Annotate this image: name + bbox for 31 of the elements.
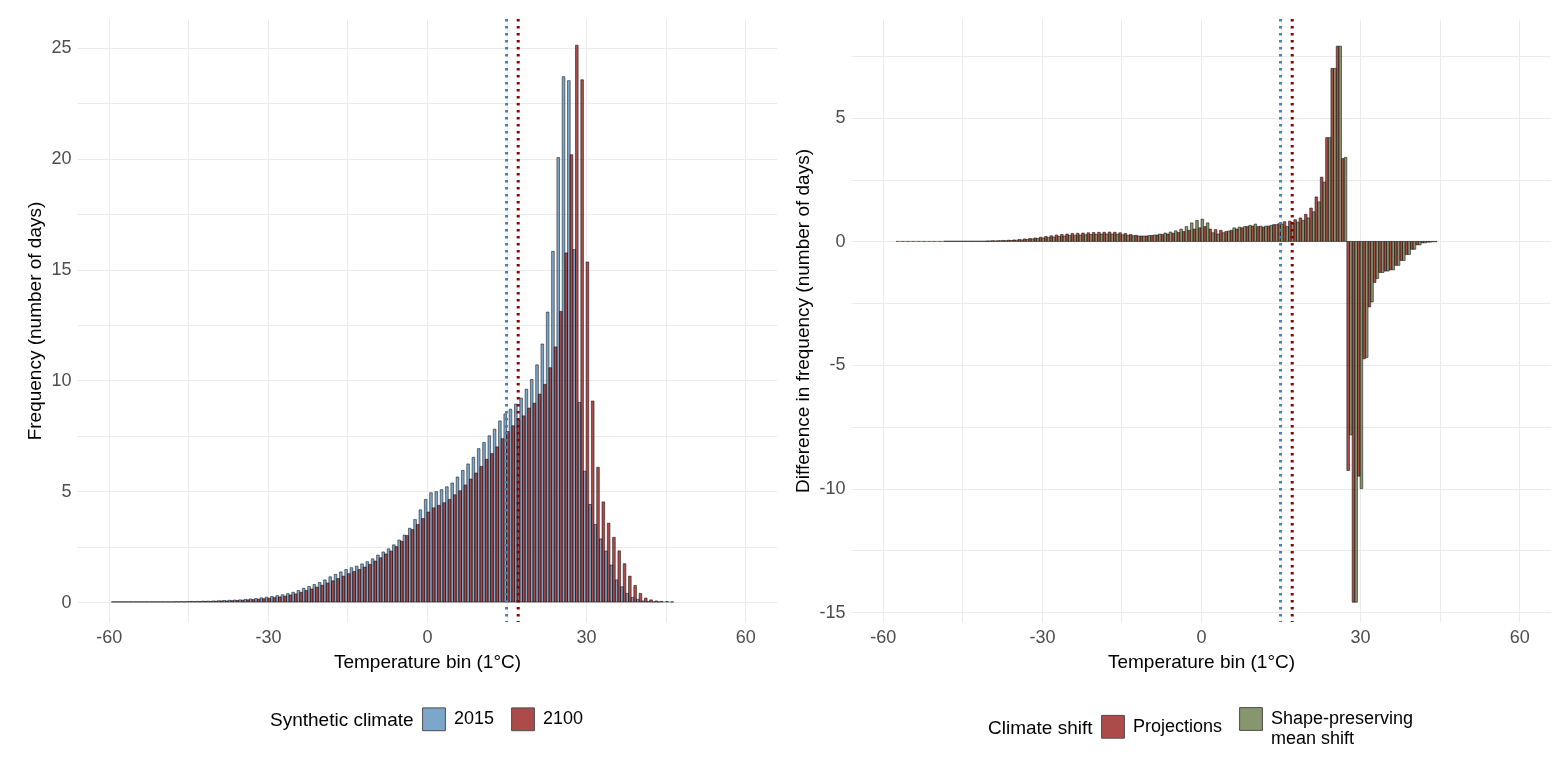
legend-label: 2015 bbox=[454, 708, 495, 729]
x-tick-label: 60 bbox=[1509, 626, 1530, 647]
y-tick-label: 5 bbox=[835, 107, 846, 128]
y-tick-label: 5 bbox=[61, 480, 72, 501]
x-tick-label: 0 bbox=[1196, 626, 1207, 647]
x-tick-label: -30 bbox=[1029, 626, 1056, 647]
legend-label: Shape-preserving mean shift bbox=[1271, 708, 1414, 748]
x-tick-label: 30 bbox=[576, 626, 597, 647]
x-tick-label: -30 bbox=[255, 626, 282, 647]
x-tick-label: -60 bbox=[870, 626, 897, 647]
y-tick-label: 25 bbox=[51, 37, 72, 58]
x-tick-label: 60 bbox=[735, 626, 756, 647]
legend-title: Climate shift bbox=[988, 717, 1094, 738]
y-tick-label: 0 bbox=[835, 230, 846, 251]
y-axis-title: Difference in frequency (number of days) bbox=[792, 149, 814, 493]
y-axis-title: Frequency (number of days) bbox=[24, 201, 46, 441]
x-tick-label: 0 bbox=[422, 626, 433, 647]
y-tick-label: -15 bbox=[819, 601, 846, 622]
y-tick-label: 0 bbox=[61, 591, 72, 612]
legend-label: 2100 bbox=[543, 708, 584, 729]
y-tick-label: -5 bbox=[829, 354, 846, 375]
y-tick-label: 15 bbox=[51, 259, 72, 280]
y-tick-label: -10 bbox=[819, 478, 846, 499]
y-tick-label: 20 bbox=[51, 148, 72, 169]
y-tick-label: 10 bbox=[51, 369, 72, 390]
x-tick-label: -60 bbox=[96, 626, 123, 647]
x-axis-title: Temperature bin (1°C) bbox=[1107, 650, 1296, 672]
legend-title: Synthetic climate bbox=[270, 709, 414, 730]
x-axis-title: Temperature bin (1°C) bbox=[333, 650, 522, 672]
legend-label: Projections bbox=[1133, 715, 1223, 736]
x-tick-label: 30 bbox=[1350, 626, 1371, 647]
